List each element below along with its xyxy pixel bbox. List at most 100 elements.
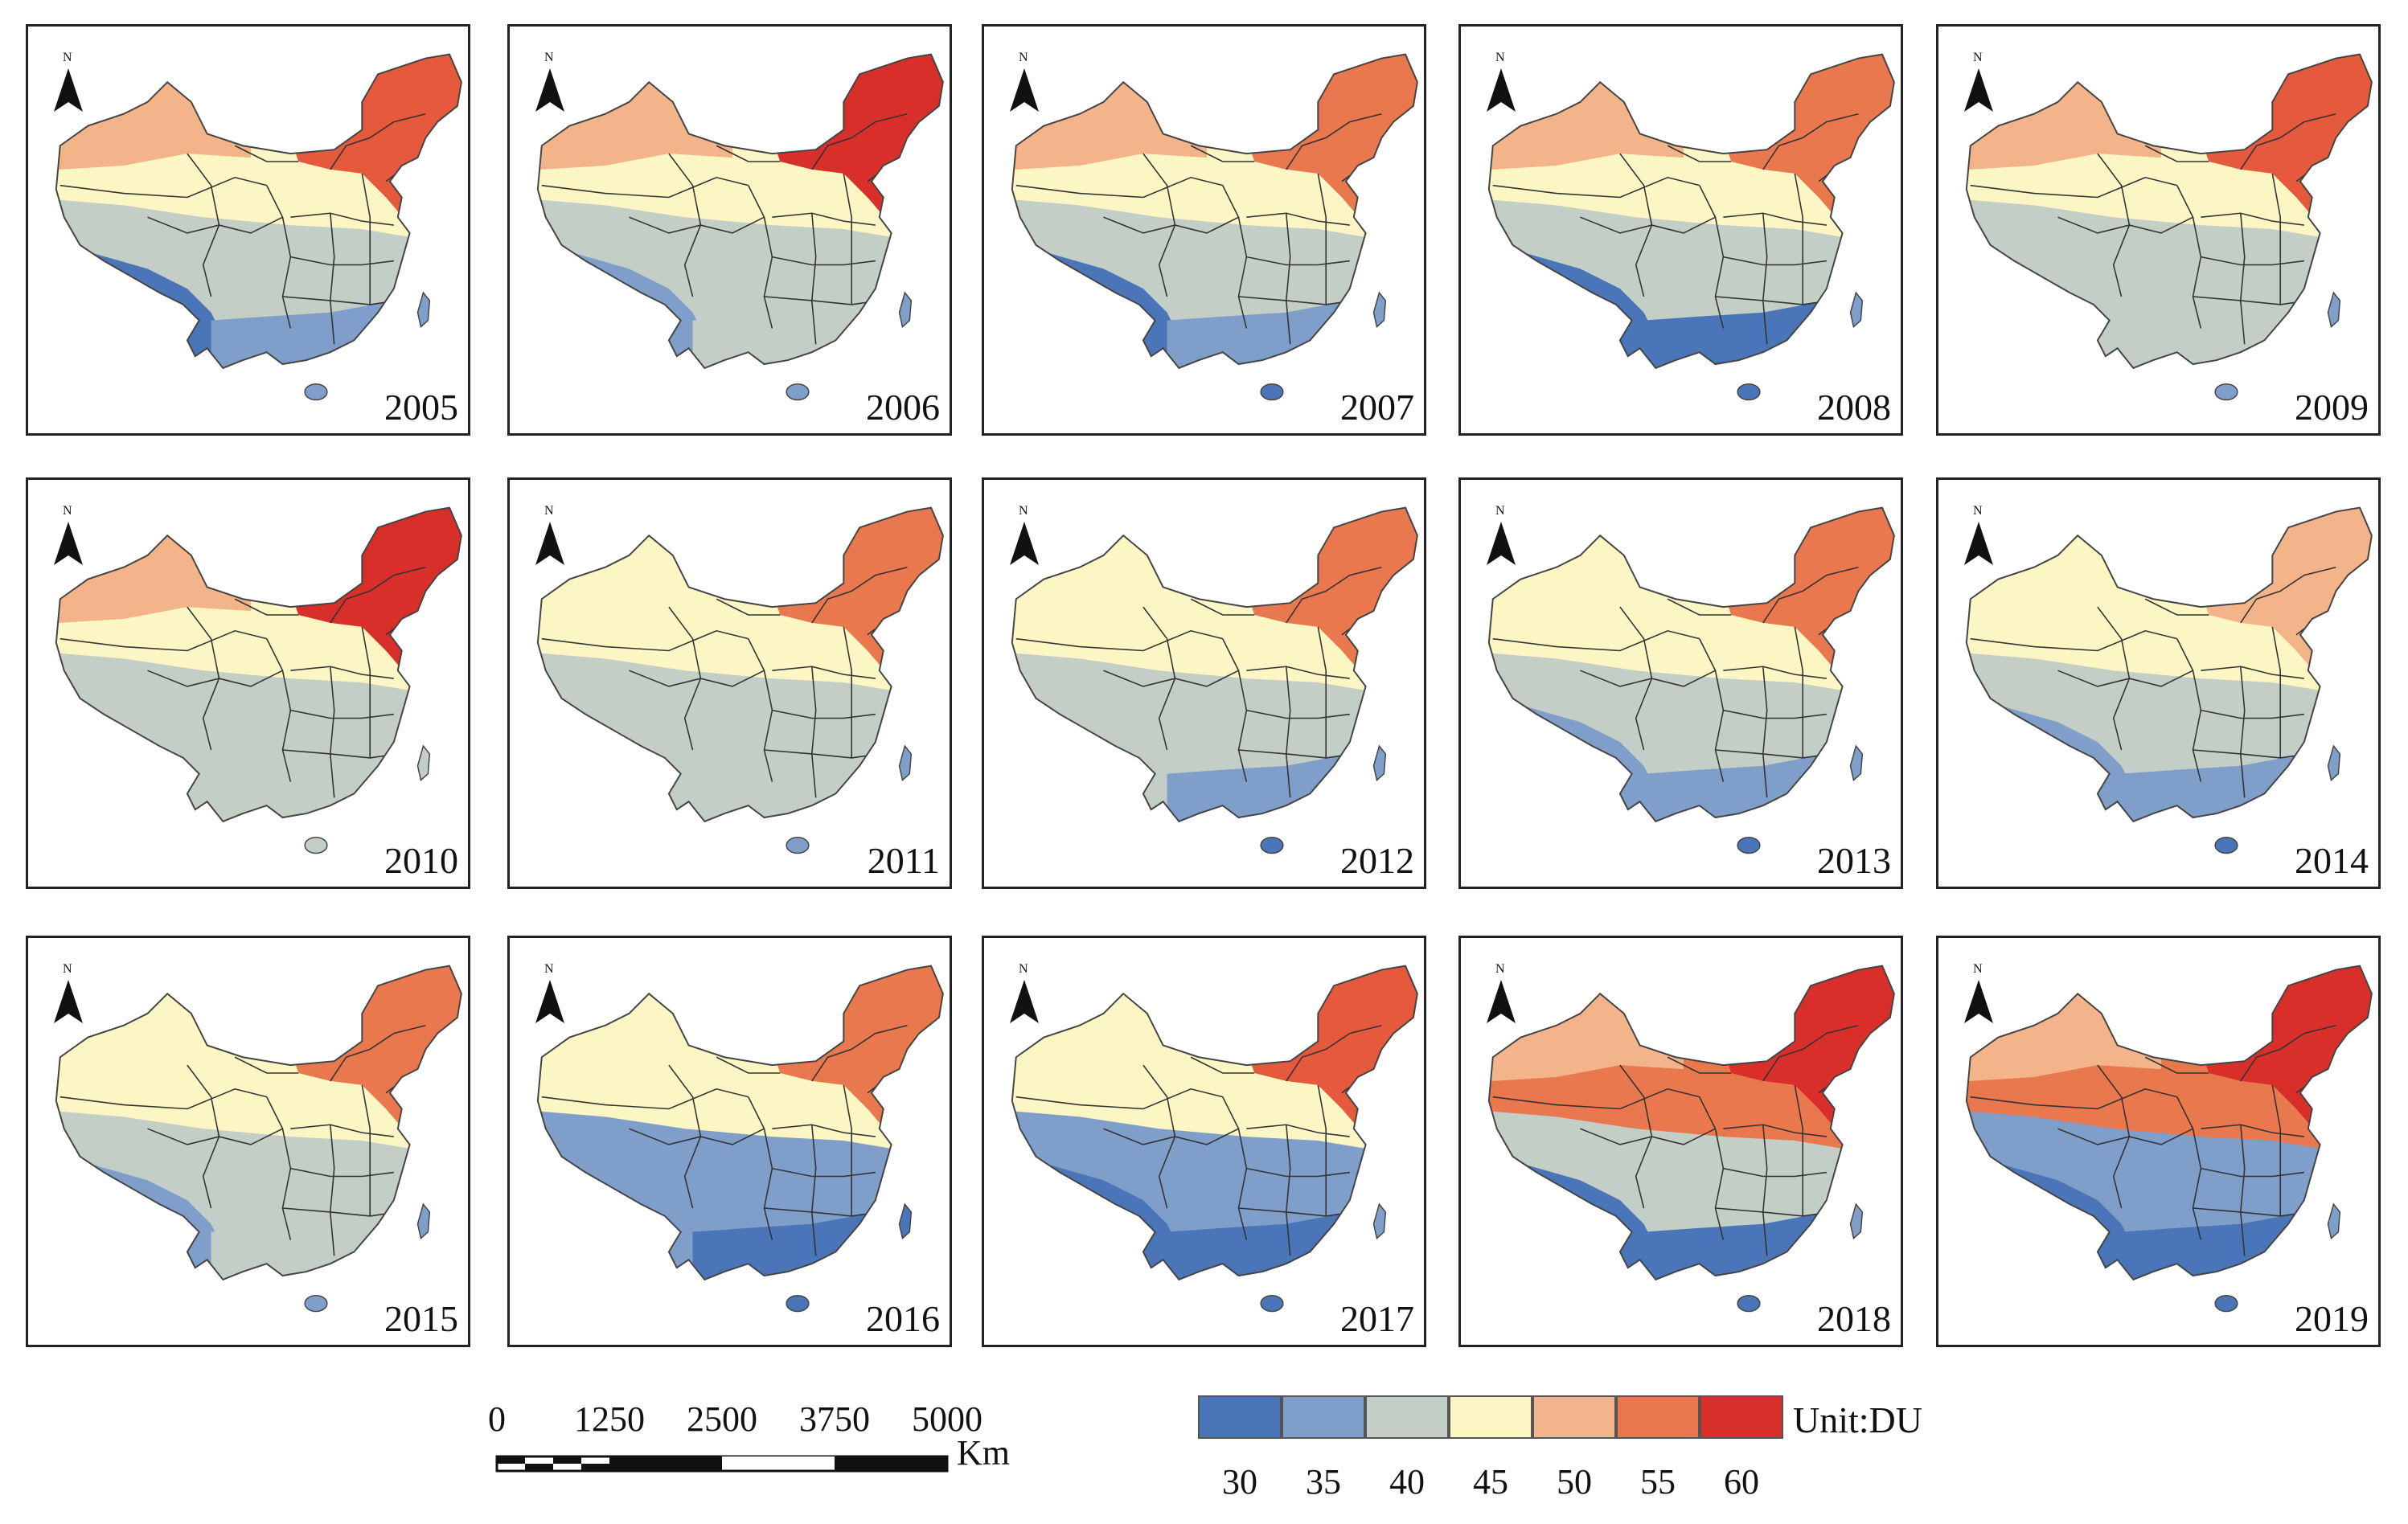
province-boundaries [541,566,908,798]
panel-year-label: 2013 [1817,840,1891,881]
china-map [1487,506,1895,854]
zone-central [1488,1108,1894,1280]
north-arrow-icon [1010,522,1039,565]
north-label: N [1973,51,1983,64]
legend-swatch [1365,1395,1449,1439]
panel-year-label: 2008 [1817,387,1891,428]
taiwan-island [416,744,431,781]
china-map [55,506,462,854]
legend-value-label: 35 [1306,1462,1341,1501]
taiwan-island [1849,291,1864,328]
panel-year-label: 2016 [866,1298,940,1339]
legend-swatch [1198,1395,1282,1439]
legend-value-label: 50 [1557,1462,1592,1501]
taiwan-island [2327,744,2341,781]
country-outline [1011,53,1418,370]
north-arrow-icon [1487,980,1516,1023]
north-arrow: N [52,51,84,115]
country-outline [1487,506,1895,823]
north-label: N [544,51,554,64]
color-legend: 30 35 40 45 50 55 60 Unit:DU [1198,1395,2002,1516]
zone-central [1966,1108,2372,1280]
panel-year-label: 2015 [384,1298,458,1339]
zone-central [1011,650,1417,821]
north-arrow: N [52,962,84,1026]
country-outline [1965,506,2373,823]
taiwan-island [1372,1202,1387,1239]
north-arrow-icon [1964,522,1993,565]
taiwan-island [1849,1202,1864,1239]
china-map [1011,506,1418,854]
north-label: N [63,504,72,518]
china-map [536,965,944,1313]
north-arrow: N [1963,51,1995,115]
taiwan-island [416,291,431,328]
north-arrow-icon [1010,68,1039,112]
panel-year-label: 2009 [2295,387,2369,428]
legend-value-label: 30 [1222,1462,1257,1501]
map-panel-2011: N 2011 [507,477,952,889]
zone-central [55,197,461,368]
panel-year-label: 2006 [866,387,940,428]
legend-swatch [1616,1395,1700,1439]
panel-year-label: 2018 [1817,1298,1891,1339]
china-map [55,53,462,401]
panel-year-label: 2005 [384,387,458,428]
map-panel-2018: N 2018 [1458,936,1903,1347]
legend-swatch [1700,1395,1783,1439]
north-arrow: N [1008,504,1040,568]
hainan-island [1260,836,1284,854]
province-boundaries [59,113,426,345]
map-panel-2016: N 2016 [507,936,952,1347]
legend-swatch [1532,1395,1616,1439]
hainan-island [1737,1294,1761,1313]
scale-bar-tick: 0 [488,1399,506,1439]
map-panel-2014: N 2014 [1936,477,2381,889]
legend-value-label: 40 [1389,1462,1425,1501]
hainan-island [2214,383,2238,401]
legend-value-label: 55 [1640,1462,1676,1501]
map-panel-2012: N 2012 [982,477,1426,889]
taiwan-island [416,1202,431,1239]
north-arrow: N [534,962,566,1026]
taiwan-island [1849,744,1864,781]
map-panel-2019: N 2019 [1936,936,2381,1347]
zone-central [1011,1108,1417,1280]
scale-bar-tick: 1250 [574,1399,645,1439]
north-label: N [63,962,72,976]
panel-year-label: 2014 [2295,840,2369,881]
north-arrow-icon [535,980,564,1023]
panel-year-label: 2012 [1340,840,1414,881]
zone-central [1966,197,2372,368]
panel-year-label: 2017 [1340,1298,1414,1339]
north-arrow: N [52,504,84,568]
north-arrow: N [1963,504,1995,568]
taiwan-island [2327,1202,2341,1239]
panel-year-label: 2010 [384,840,458,881]
scale-bar-unit: Km [957,1433,1010,1473]
province-boundaries [1970,113,2336,345]
north-label: N [1495,504,1505,518]
north-arrow-icon [1964,980,1993,1023]
legend-value-label: 60 [1724,1462,1759,1501]
china-map [1011,965,1418,1313]
north-label: N [1019,962,1028,976]
country-outline [1487,53,1895,370]
north-label: N [1019,504,1028,518]
map-panel-2008: N 2008 [1458,24,1903,436]
map-panel-2005: N 2005 [26,24,470,436]
map-panel-2010: N 2010 [26,477,470,889]
taiwan-island [898,291,913,328]
hainan-island [1737,383,1761,401]
china-map [55,965,462,1313]
china-map [1965,53,2373,401]
taiwan-island [1372,744,1387,781]
hainan-island [304,1294,328,1313]
panel-year-label: 2019 [2295,1298,2369,1339]
scale-bar-graphic [495,1455,949,1473]
zone-central [537,1108,943,1280]
north-label: N [544,504,554,518]
taiwan-island [898,744,913,781]
map-panel-2007: N 2007 [982,24,1426,436]
province-boundaries [1015,566,1382,798]
